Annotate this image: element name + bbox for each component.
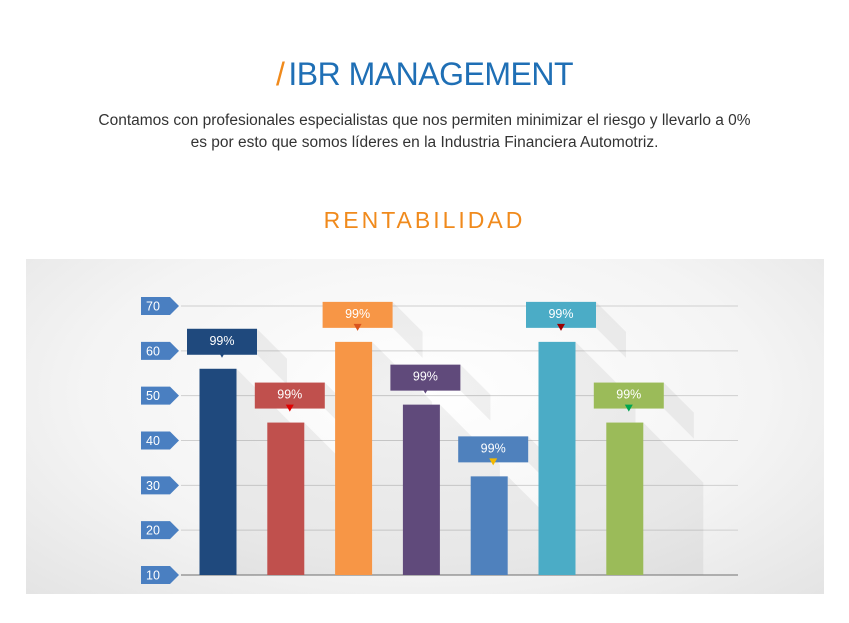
bar-chart: 10 20 30 40 50 60 70 99% 99% 99% 99% 99% 99% 99% [141,297,738,584]
data-label: 99% [548,307,573,321]
data-label-box [458,436,529,463]
data-label-box [187,328,257,355]
data-label-marker [353,323,362,331]
data-label: 99% [616,388,641,402]
bar [470,476,508,575]
data-label: 99% [345,307,370,321]
y-tick-label: 40 [146,434,160,448]
data-label-box [526,301,596,328]
data-label-marker [421,386,430,394]
y-tick-tag [141,386,179,405]
description-line-1: Contamos con profesionales especialistas… [98,112,751,129]
data-label-marker [557,323,565,331]
bar-shadow [643,422,704,575]
label-shadow [596,301,626,358]
y-tick-tag [141,341,179,360]
y-tick-tag [141,566,179,584]
label-shadow [257,328,287,385]
data-label: 99% [481,441,506,455]
data-label: 99% [209,334,234,348]
data-label-marker [624,404,633,412]
description: Contamos con profesionales especialistas… [60,110,789,154]
bar [402,404,440,575]
y-tick-label: 30 [146,479,160,493]
data-label-box [390,364,461,391]
data-label-box [322,301,393,328]
y-tick-label: 20 [146,524,160,538]
bar [335,341,373,575]
label-shadow [392,301,423,358]
label-shadow [663,382,694,439]
description-line-2: es por esto que somos líderes en la Indu… [190,134,659,151]
y-tick-tag [141,297,179,315]
section-title: RENTABILIDAD [323,207,526,233]
bar [267,422,305,575]
y-tick-label: 50 [146,389,160,403]
y-tick-label: 70 [146,300,160,314]
data-label-marker [285,404,294,412]
chart-panel: 10 20 30 40 50 60 70 99% 99% 99% 99% 99% 99% 99% [26,259,824,594]
data-label-box [593,382,664,409]
y-tick-tag [141,431,179,450]
y-tick-label: 10 [146,569,160,583]
data-label-box [254,382,325,409]
bar [606,422,644,575]
data-label: 99% [413,370,438,384]
title-slash: / [276,56,285,92]
bar [199,368,237,575]
y-tick-tag [141,476,179,495]
data-label-marker [218,350,226,358]
data-label-marker [489,458,498,466]
data-label: 99% [277,388,302,402]
y-tick-tag [141,521,179,540]
y-tick-label: 60 [146,344,160,358]
page-title: / IBR MANAGEMENT [0,56,849,93]
bar [538,341,576,575]
title-text: IBR MANAGEMENT [288,56,573,92]
label-shadow [460,364,491,421]
